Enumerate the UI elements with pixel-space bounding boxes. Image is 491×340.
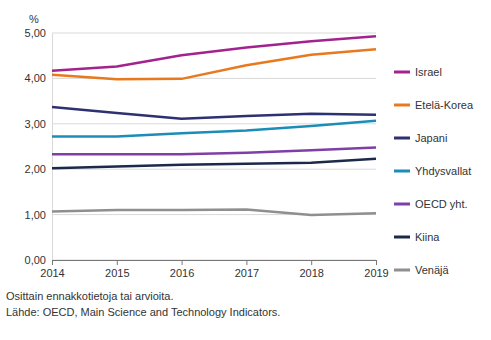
footnote: Lähde: OECD, Main Science and Technology…	[6, 306, 280, 318]
y-tick-label: 4,00	[25, 72, 46, 84]
series-line	[52, 147, 376, 154]
y-tick-label: 0,00	[25, 254, 46, 266]
x-tick-label: 2017	[235, 267, 259, 279]
x-tick: 2014	[40, 260, 64, 279]
legend-label: Etelä-Korea	[415, 99, 474, 111]
x-tick-label: 2018	[299, 267, 323, 279]
series-line	[52, 107, 376, 119]
lines	[52, 36, 376, 215]
legend-label: Yhdysvallat	[415, 165, 471, 177]
legend: Israel Etelä-Korea Japani Yhdysvallat OECD y…	[394, 66, 474, 276]
y-tick: 2,00	[25, 163, 52, 175]
x-tick: 2016	[170, 260, 194, 279]
legend-swatch	[394, 170, 410, 173]
legend-label: OECD yht.	[415, 198, 468, 210]
legend-label: Kiina	[415, 231, 440, 243]
legend-swatch	[394, 137, 410, 140]
y-axis-line	[52, 34, 53, 261]
x-tick-mark	[182, 260, 183, 265]
legend-swatch	[394, 203, 410, 206]
x-tick: 2019	[364, 260, 388, 279]
y-tick: 0,00	[25, 254, 52, 266]
x-tick-mark	[117, 260, 118, 265]
y-tick: 5,00	[25, 27, 52, 39]
y-tick-label: 3,00	[25, 118, 46, 130]
x-tick-mark	[311, 260, 312, 265]
legend-label: Japani	[415, 132, 447, 144]
series-line	[52, 121, 376, 137]
y-tick: 4,00	[25, 72, 52, 84]
grid-line	[52, 169, 376, 170]
legend-swatch	[394, 71, 410, 74]
x-tick-label: 2016	[170, 267, 194, 279]
y-tick-label: 5,00	[25, 27, 46, 39]
legend-label: Venäjä	[415, 264, 450, 276]
series-line	[52, 210, 376, 215]
legend-swatch	[394, 269, 410, 272]
x-axis: 2014 2015 2016 2017 2018 2019	[40, 260, 388, 279]
y-tick: 1,00	[25, 209, 52, 221]
legend-label: Israel	[415, 66, 442, 78]
grid-line	[52, 260, 376, 261]
x-tick-label: 2014	[40, 267, 64, 279]
x-tick-mark	[52, 260, 53, 265]
x-tick-label: 2015	[105, 267, 129, 279]
legend-swatch	[394, 104, 410, 107]
x-tick-mark	[246, 260, 247, 265]
footnote: Osittain ennakkotietoja tai arvioita.	[6, 290, 174, 302]
x-tick-label: 2019	[364, 267, 388, 279]
series-line	[52, 49, 376, 79]
series-line	[52, 159, 376, 169]
y-axis: 0,00 1,00 2,00 3,00 4,00 5,00	[25, 27, 53, 266]
legend-swatch	[394, 236, 410, 239]
chart: 0,00 1,00 2,00 3,00 4,00 5,00 2014 2015 2016 2017…	[0, 0, 491, 340]
grid-line	[52, 33, 376, 34]
y-tick: 3,00	[25, 118, 52, 130]
y-axis-title: %	[29, 13, 39, 25]
x-tick: 2015	[105, 260, 129, 279]
grid	[52, 33, 376, 260]
x-tick-mark	[376, 260, 377, 265]
y-tick-label: 2,00	[25, 163, 46, 175]
x-tick: 2017	[235, 260, 259, 279]
y-tick-label: 1,00	[25, 209, 46, 221]
x-tick: 2018	[299, 260, 323, 279]
x-axis-line	[53, 260, 377, 261]
